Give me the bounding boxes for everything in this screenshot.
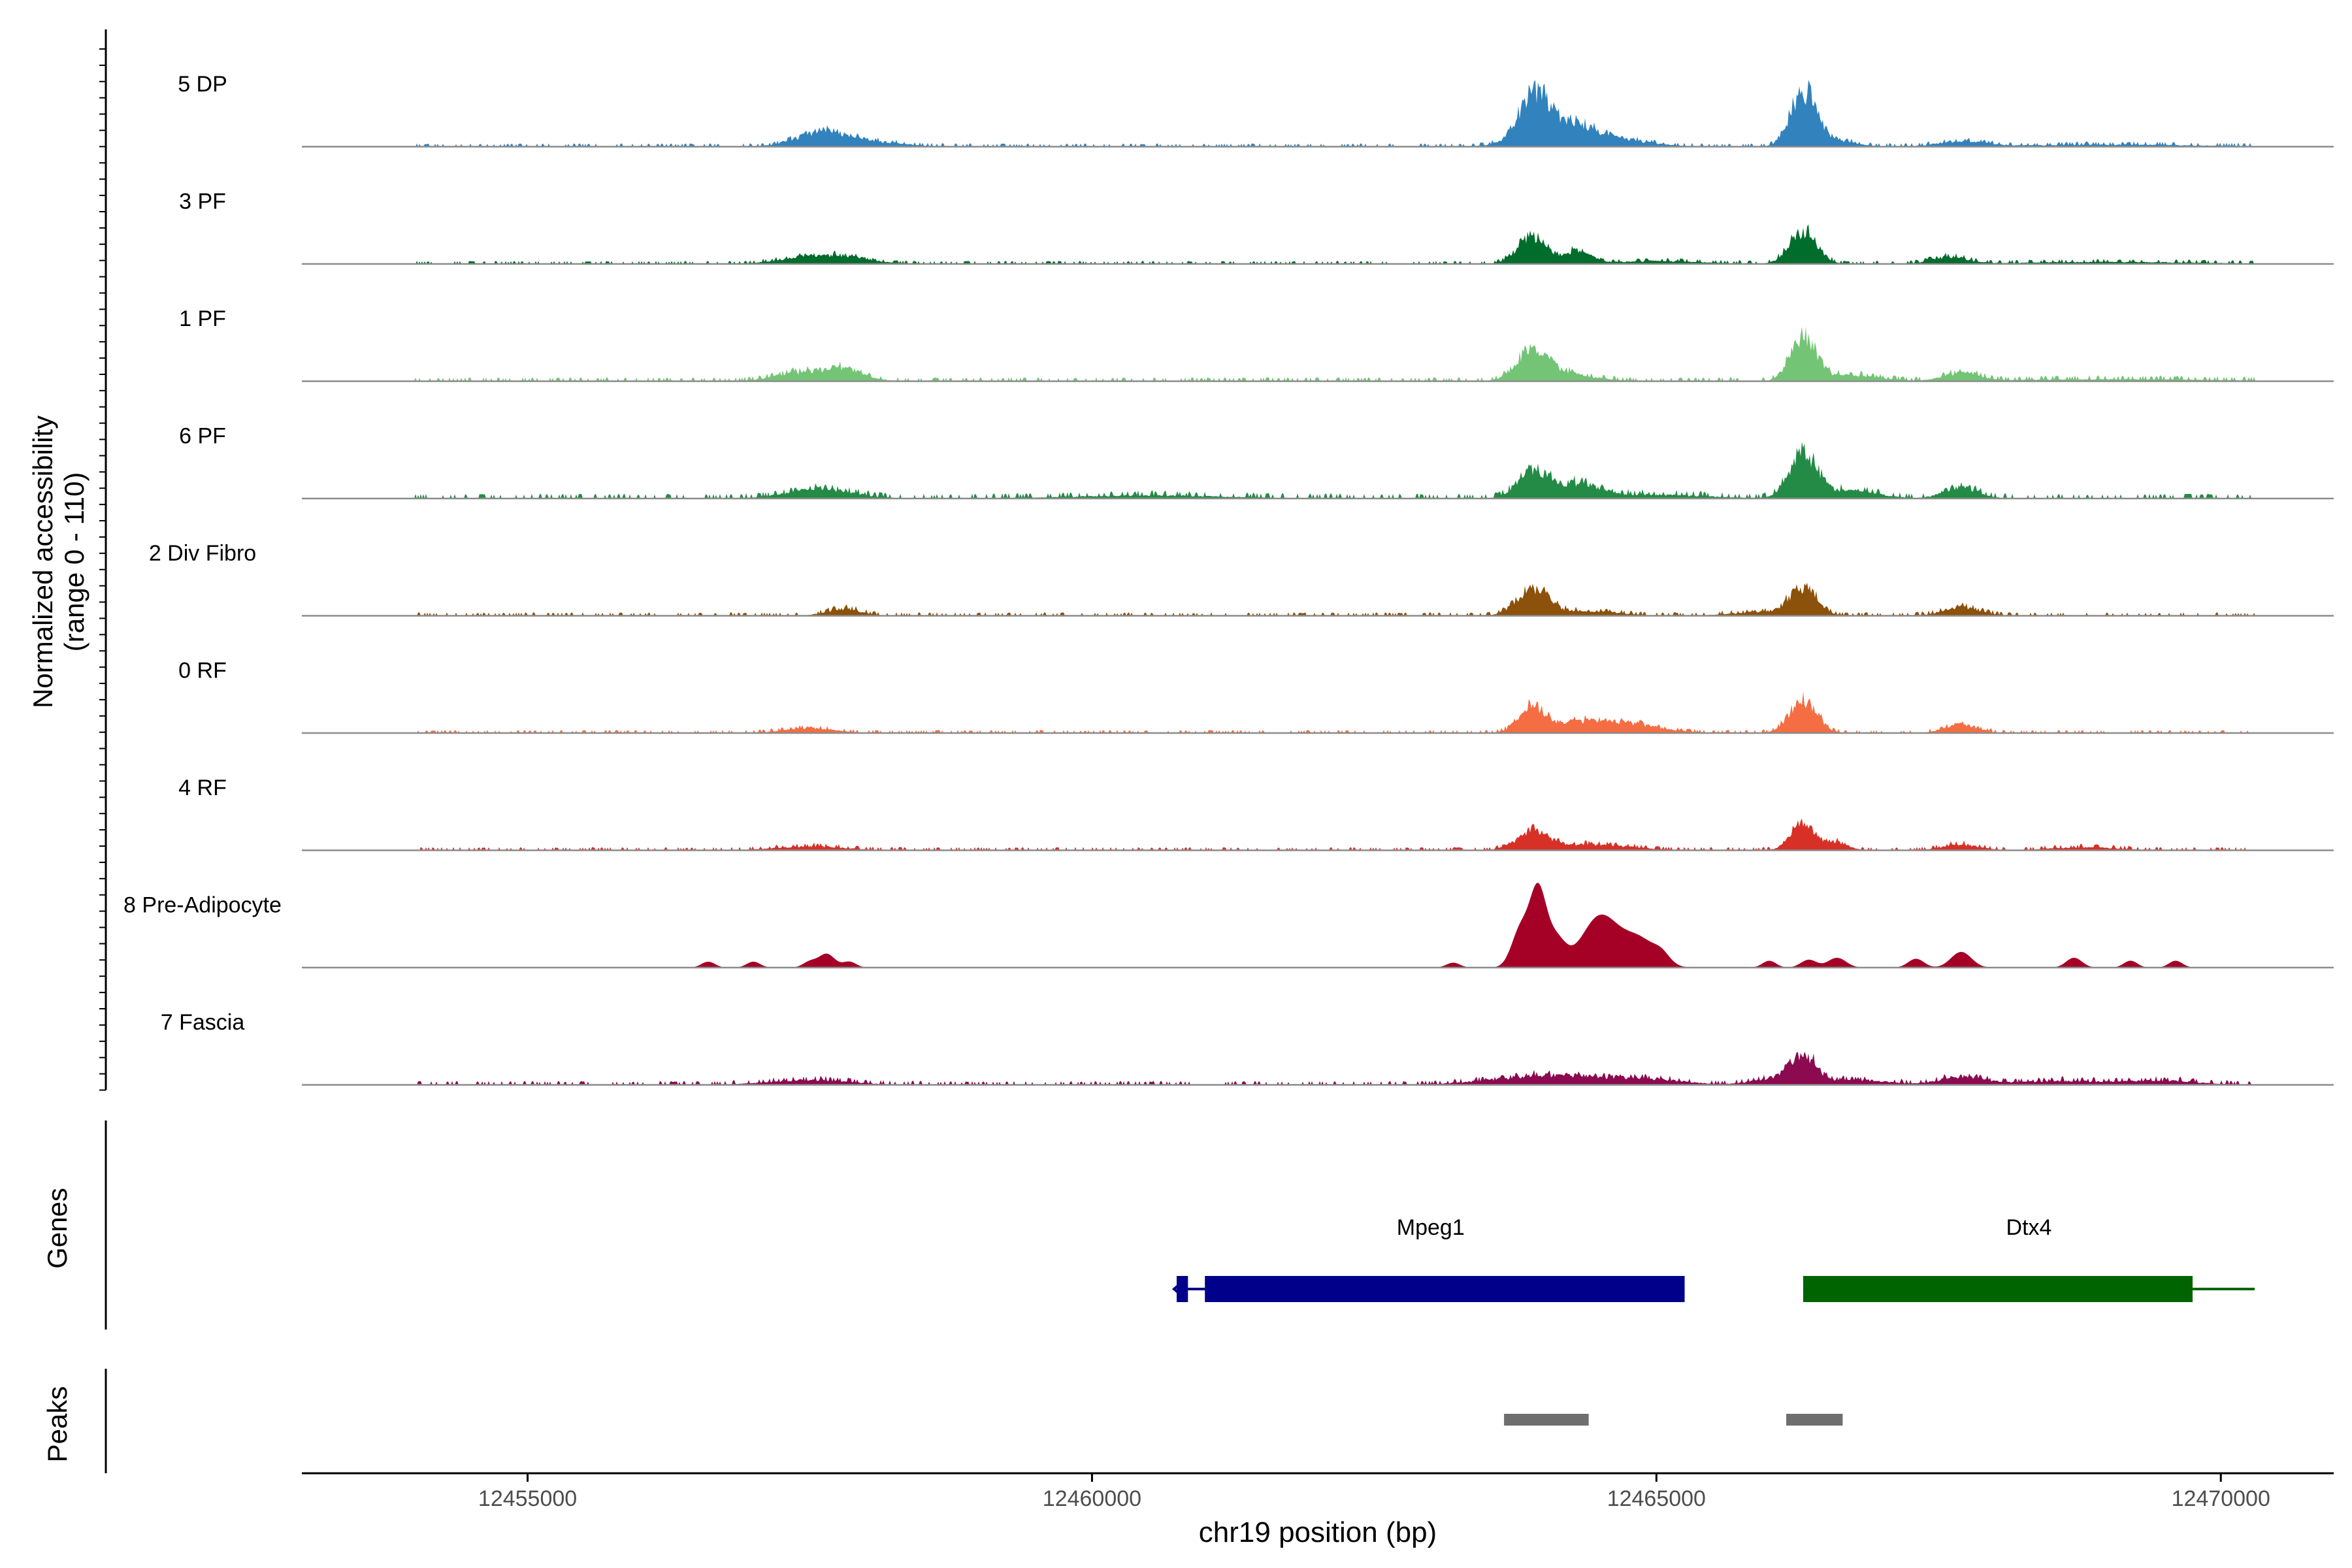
track-3-pf: 3 PF — [179, 189, 2334, 265]
track-signal — [302, 818, 2308, 851]
track-signal — [302, 883, 2308, 968]
gene-label: Dtx4 — [2006, 1215, 2052, 1240]
track-signal — [302, 80, 2308, 147]
x-tick-label: 12470000 — [2172, 1486, 2270, 1511]
gene-dtx4: Dtx4 — [1803, 1215, 2255, 1302]
gene-mpeg1: Mpeg1 — [1171, 1215, 1685, 1302]
track-1-pf: 1 PF — [179, 306, 2334, 382]
y-axis-label: Normalized accessibility — [27, 416, 58, 708]
track-0-rf: 0 RF — [178, 659, 2334, 734]
track-label: 1 PF — [179, 306, 226, 331]
track-8-pre-adipocyte: 8 Pre-Adipocyte — [123, 883, 2334, 969]
track-label: 4 RF — [178, 776, 227, 800]
track-label: 0 RF — [178, 659, 227, 683]
track-5-dp: 5 DP — [178, 72, 2334, 148]
track-7-fascia: 7 Fascia — [161, 1010, 2334, 1086]
track-signal — [302, 224, 2308, 264]
peak-region — [1786, 1414, 1843, 1426]
track-4-rf: 4 RF — [178, 776, 2334, 851]
peaks-panel — [105, 1369, 1843, 1473]
left-axis — [99, 29, 107, 1091]
x-tick-label: 12465000 — [1607, 1486, 1706, 1511]
y-axis-label-range: (range 0 - 110) — [59, 472, 90, 652]
gene-exon — [1803, 1276, 2193, 1302]
track-label: 5 DP — [178, 72, 227, 97]
x-axis: 12455000 12460000 12465000 12470000 — [302, 1472, 2334, 1511]
genes-panel: Mpeg1 Dtx4 — [105, 1120, 2255, 1330]
peaks-panel-label: Peaks — [42, 1386, 73, 1463]
x-tick-label: 12460000 — [1043, 1486, 1141, 1511]
track-6-pf: 6 PF — [179, 424, 2334, 500]
track-signal — [302, 691, 2308, 733]
strand-arrow-icon — [1171, 1280, 1184, 1298]
track-2-div-fibro: 2 Div Fibro — [149, 541, 2334, 617]
track-label: 2 Div Fibro — [149, 541, 256, 566]
track-signal — [302, 582, 2308, 616]
track-label: 3 PF — [179, 189, 226, 214]
gene-exon — [1205, 1276, 1685, 1302]
track-label: 6 PF — [179, 424, 226, 449]
x-tick-label: 12455000 — [478, 1486, 577, 1511]
track-label: 7 Fascia — [161, 1010, 245, 1035]
track-label: 8 Pre-Adipocyte — [123, 893, 282, 918]
gene-exon — [1177, 1276, 1188, 1302]
gene-label: Mpeg1 — [1397, 1215, 1465, 1240]
track-signal — [302, 326, 2308, 382]
track-signal — [302, 442, 2308, 498]
peak-region — [1504, 1414, 1589, 1426]
track-signal — [302, 1051, 2308, 1085]
x-axis-title: chr19 position (bp) — [1199, 1516, 1437, 1548]
genes-panel-label: Genes — [42, 1188, 73, 1269]
coverage-tracks: 5 DP 3 PF 1 PF 6 PF 2 Div Fibro 0 RF 4 RF 8 Pre… — [123, 72, 2334, 1086]
